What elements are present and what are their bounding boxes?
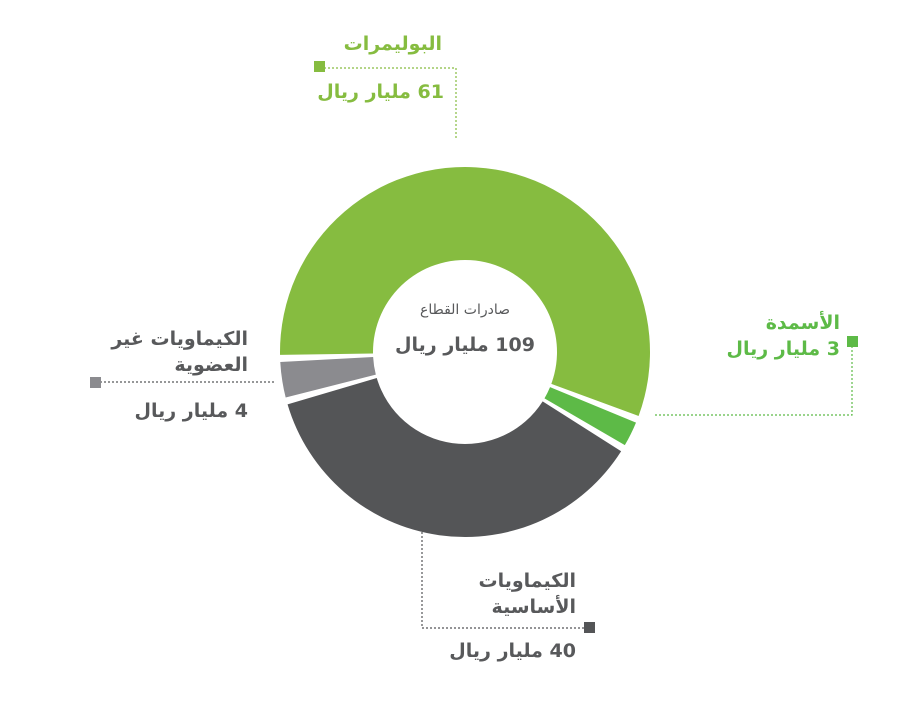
label-basic-chemicals-value: 40 مليار ريال: [449, 640, 576, 662]
leader-line-polymers: [320, 67, 457, 138]
label-fertilizers-name: الأسمدة: [765, 312, 840, 334]
label-basic-chemicals-name: الكيماويات الأساسية: [420, 568, 577, 620]
center-title: صادرات القطاع: [419, 302, 510, 318]
label-fertilizers-value: 3 مليار ريال: [726, 338, 840, 360]
marker-polymers: [314, 61, 325, 72]
label-inorganic-chemicals-value: 4 مليار ريال: [134, 400, 248, 422]
marker-basic-chemicals: [584, 622, 595, 633]
label-inorganic-chemicals-text: الكيماويات غير العضوية: [111, 328, 248, 376]
slice-inorganic-chemicals: [280, 356, 376, 398]
slice-fertilizers: [544, 387, 636, 446]
label-polymers-name: البوليمرات: [343, 33, 442, 55]
slice-basic-chemicals: [287, 378, 622, 537]
leader-line-fertilizers: [655, 342, 853, 416]
center-total: 109 مليار ريال: [395, 334, 535, 356]
marker-inorganic-chemicals: [90, 377, 101, 388]
marker-fertilizers: [847, 336, 858, 347]
slice-polymers: [280, 167, 650, 416]
leader-lines: [90, 61, 858, 633]
label-basic-chemicals-text: الكيماويات الأساسية: [478, 570, 577, 618]
leader-line-basic-chemicals: [421, 532, 590, 629]
label-polymers-value: 61 مليار ريال: [317, 81, 444, 103]
donut-slices: [280, 167, 650, 537]
label-inorganic-chemicals-name: الكيماويات غير العضوية: [100, 326, 248, 378]
